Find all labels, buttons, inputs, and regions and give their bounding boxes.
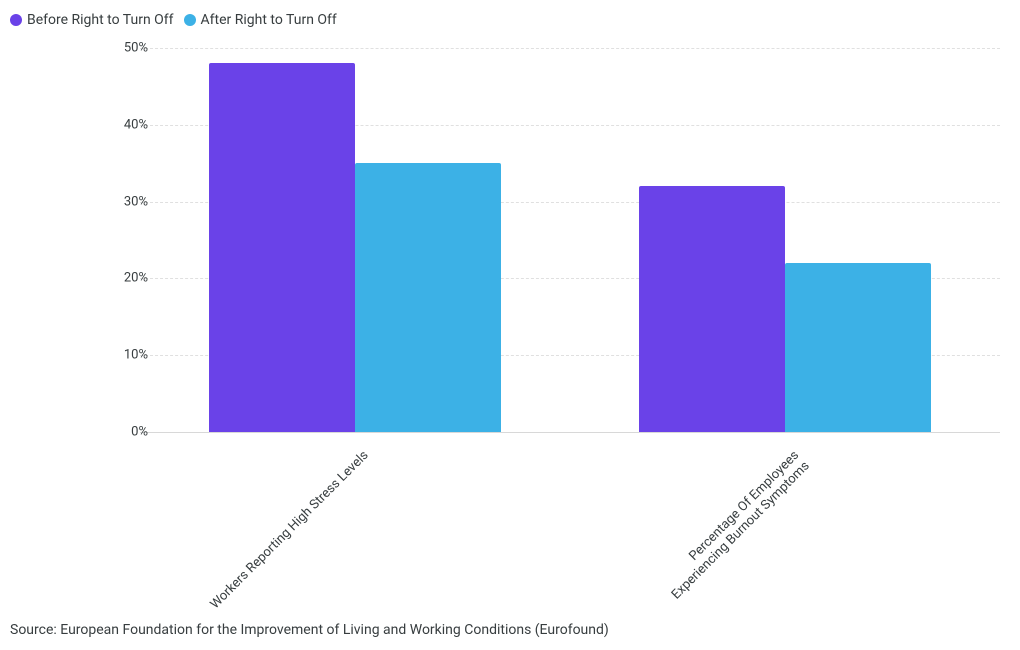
y-baseline (140, 432, 1000, 433)
legend-item-after[interactable]: After Right to Turn Off (184, 12, 337, 28)
legend-swatch-after (184, 14, 196, 26)
bar[interactable] (785, 263, 931, 432)
y-tick-label: 40% (88, 117, 148, 132)
x-tick-label: Percentage Of Employees Experiencing Bur… (658, 448, 812, 602)
source-text: Source: European Foundation for the Impr… (10, 622, 609, 638)
y-tick-label: 0% (88, 425, 148, 440)
legend-label-before: Before Right to Turn Off (27, 12, 174, 28)
x-axis-labels: Workers Reporting High Stress LevelsPerc… (140, 438, 1000, 608)
bar[interactable] (355, 163, 501, 432)
legend-swatch-before (10, 14, 22, 26)
legend: Before Right to Turn Off After Right to … (10, 12, 337, 28)
legend-item-before[interactable]: Before Right to Turn Off (10, 12, 174, 28)
y-tick-label: 10% (88, 348, 148, 363)
y-tick-label: 20% (88, 271, 148, 286)
x-tick-label: Workers Reporting High Stress Levels (208, 448, 372, 612)
y-tick-label: 30% (88, 194, 148, 209)
y-gridline (140, 48, 1000, 49)
bar[interactable] (639, 186, 785, 432)
chart-plot-area (140, 48, 1000, 432)
legend-label-after: After Right to Turn Off (201, 12, 337, 28)
y-tick-label: 50% (88, 41, 148, 56)
bar[interactable] (209, 63, 355, 432)
